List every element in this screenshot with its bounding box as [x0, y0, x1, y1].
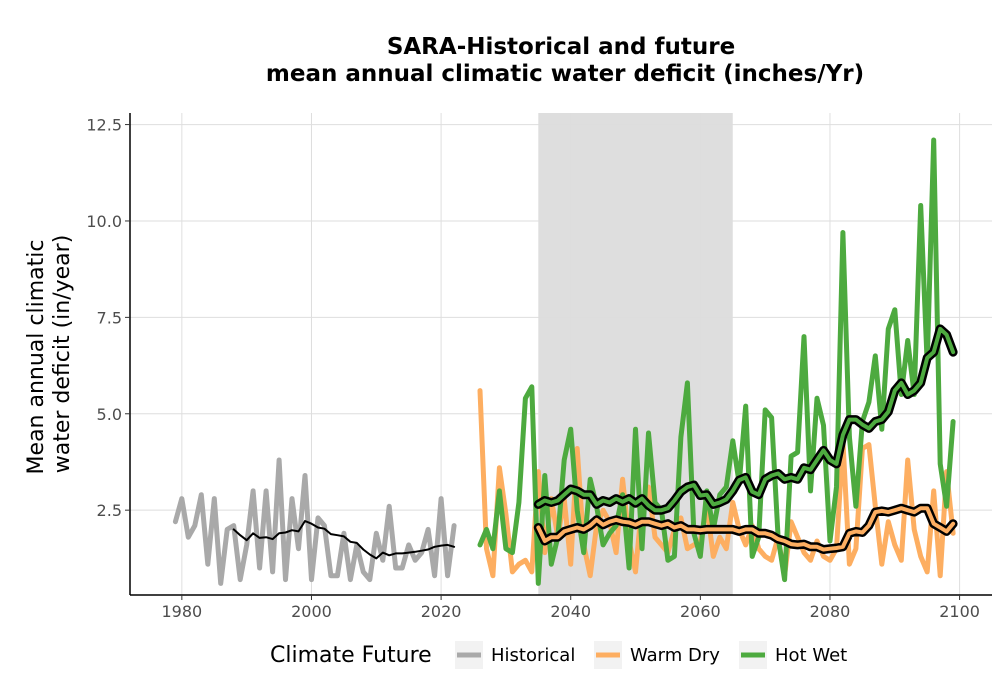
moving-average-line-historical	[232, 520, 456, 560]
legend: Climate Future Historical Warm Dry Hot Wet	[270, 641, 847, 669]
x-tick-label-2100: 2100	[939, 602, 980, 621]
series-line-historical	[172, 457, 457, 586]
y-tick-label-5.0: 5.0	[97, 405, 122, 424]
shaded-period	[538, 113, 733, 595]
y-axis-label-line-2: water deficit (in/year)	[50, 235, 75, 474]
chart-title-line-1: SARA-Historical and future	[387, 34, 735, 60]
chart-title-line-2: mean annual climatic water deficit (inch…	[266, 61, 864, 87]
y-tick-label-7.5: 7.5	[97, 308, 122, 327]
y-axis-label-line-1: Mean annual climatic	[24, 240, 49, 475]
legend-label-historical: Historical	[491, 645, 575, 666]
legend-label-hot-wet: Hot Wet	[775, 645, 847, 666]
moving-average-line-hot-wet	[536, 326, 956, 513]
y-tick-label-12.5: 12.5	[86, 116, 122, 135]
y-tick-label-2.5: 2.5	[97, 501, 122, 520]
moving-average-line-warm-dry	[536, 506, 956, 552]
x-tick-label-2060: 2060	[680, 602, 721, 621]
series-line-hot-wet	[477, 137, 956, 586]
legend-label-warm-dry: Warm Dry	[630, 645, 720, 666]
shaded-period-rect	[538, 113, 733, 595]
x-tick-label-2020: 2020	[421, 602, 462, 621]
x-tick-label-2000: 2000	[291, 602, 332, 621]
axes: 1980 2000 2020 2040 2060 2080 2100 2.5 5.0 7.5 10.…	[86, 113, 992, 621]
legend-title: Climate Future	[270, 643, 432, 668]
x-tick-label-1980: 1980	[161, 602, 202, 621]
series-layer	[172, 137, 958, 586]
x-tick-label-2040: 2040	[550, 602, 591, 621]
x-tick-label-2080: 2080	[810, 602, 851, 621]
y-tick-label-10.0: 10.0	[86, 212, 122, 231]
